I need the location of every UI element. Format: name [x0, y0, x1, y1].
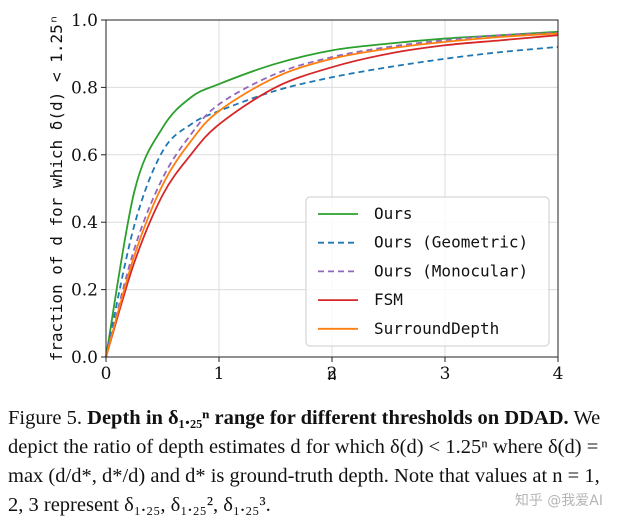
caption-body: We depict the ratio of depth estimates d… — [8, 407, 601, 516]
x-axis-ticks: 0 1 2 3 4 — [101, 357, 564, 384]
legend-label-fsm: FSM — [374, 290, 403, 309]
x-tick-label: 2 — [327, 364, 338, 384]
series-line-ours-monocular — [105, 31, 559, 358]
x-axis-label: n — [327, 365, 337, 384]
x-tick-label: 4 — [553, 364, 564, 384]
x-tick-label: 0 — [101, 364, 112, 384]
line-chart: 0 1 2 3 4 0.0 0.2 0.4 0.6 0.8 1.0 n fraction of d… — [47, 11, 564, 384]
figure-caption: Figure 5. Depth in δ₁.₂₅ⁿ range for diff… — [8, 404, 610, 520]
y-tick-label: 1.0 — [71, 11, 98, 31]
legend-label-surrounddepth: SurroundDepth — [374, 319, 499, 338]
caption-figure-label: Figure 5. — [8, 407, 83, 429]
y-tick-label: 0.8 — [71, 78, 98, 98]
series-line-fsm — [105, 34, 559, 358]
x-tick-label: 1 — [214, 364, 225, 384]
series-line-surrounddepth — [105, 32, 559, 358]
y-tick-label: 0.4 — [71, 213, 98, 233]
legend-label-ours-geometric: Ours (Geometric) — [374, 233, 528, 252]
y-axis-label: fraction of d for which δ(d) < 1.25ⁿ — [47, 15, 66, 362]
series-lines — [105, 30, 559, 358]
x-tick-label: 3 — [440, 364, 451, 384]
legend-label-ours: Ours — [374, 204, 413, 223]
y-axis-ticks: 0.0 0.2 0.4 0.6 0.8 1.0 — [71, 11, 106, 368]
caption-title: Depth in δ₁.₂₅ⁿ range for different thre… — [87, 407, 569, 429]
y-tick-label: 0.2 — [71, 281, 98, 301]
legend-box — [305, 196, 550, 347]
watermark-text: 知乎 @我爱AI — [514, 493, 603, 509]
series-line-ours — [105, 30, 559, 358]
legend: Ours Ours (Geometric) Ours (Monocular) FSM S… — [305, 196, 550, 347]
y-tick-label: 0.6 — [71, 146, 98, 166]
legend-label-ours-monocular: Ours (Monocular) — [374, 261, 528, 280]
y-tick-label: 0.0 — [71, 348, 98, 368]
